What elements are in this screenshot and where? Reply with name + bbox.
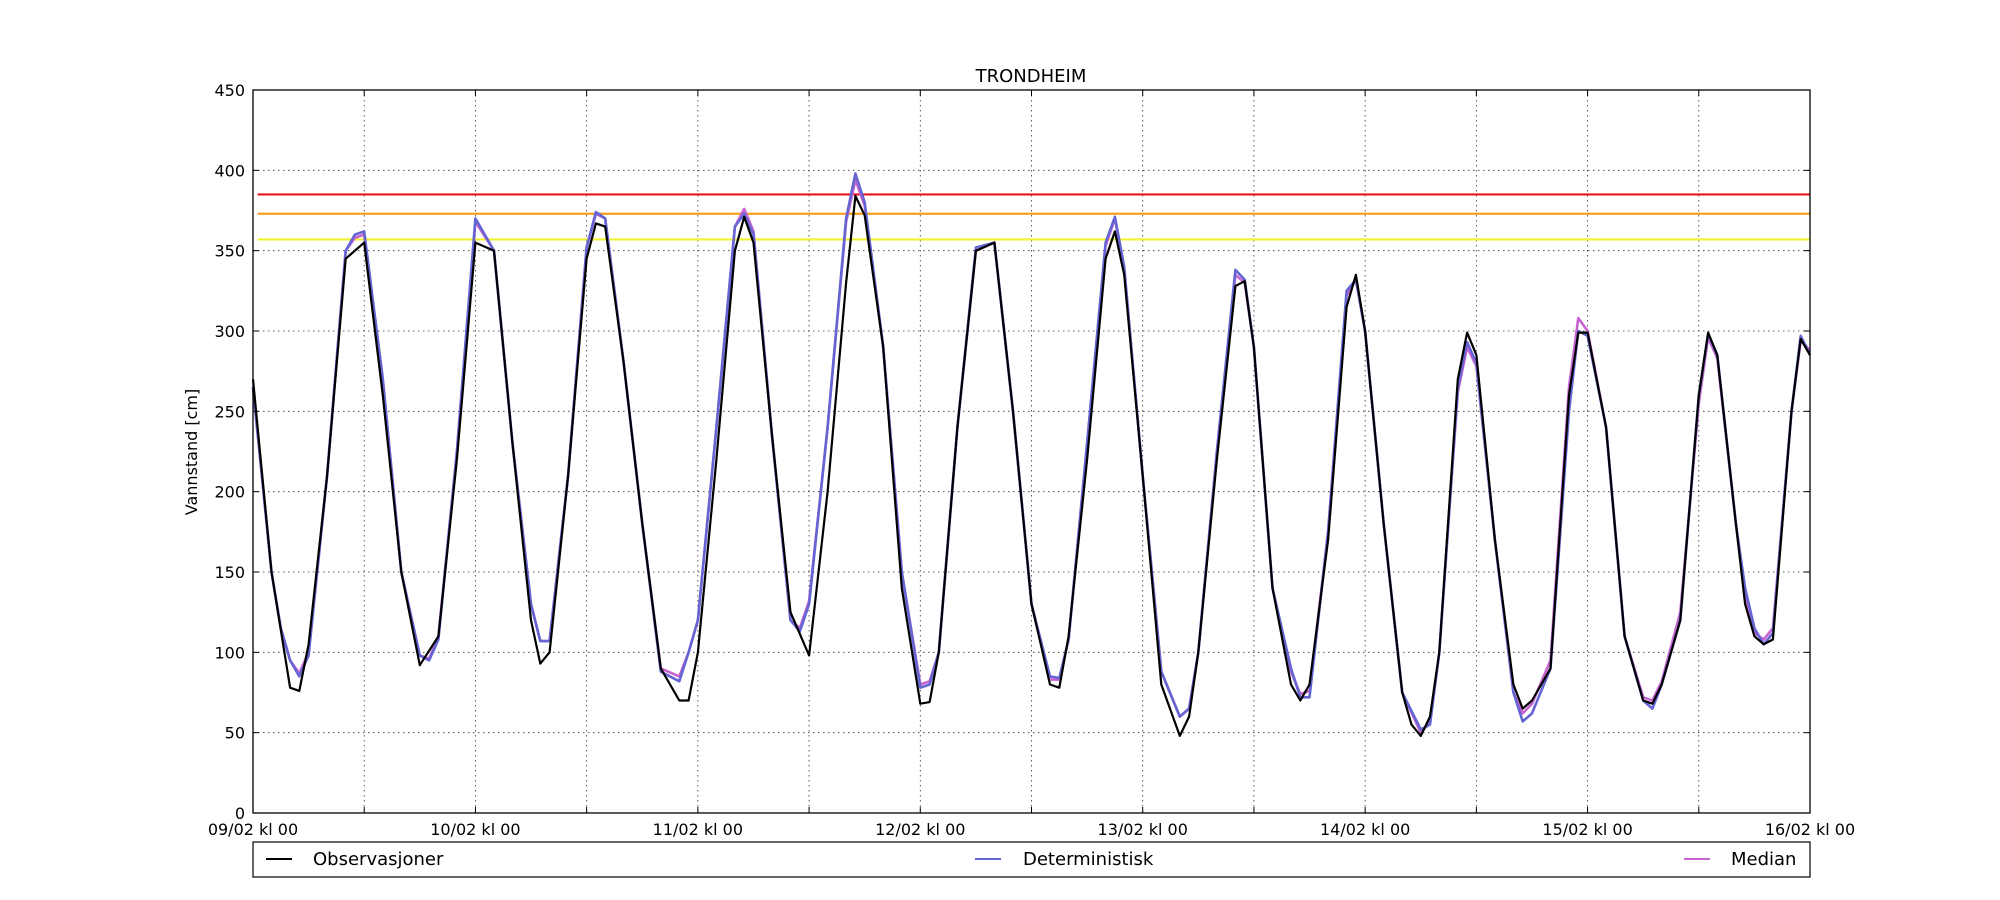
y-tick-label: 350	[214, 242, 245, 261]
legend-label-median: Median	[1731, 849, 1796, 870]
y-tick-label: 400	[214, 161, 245, 180]
x-tick-label: 13/02 kl 00	[1098, 820, 1188, 839]
y-tick-label: 300	[214, 322, 245, 341]
legend-label-observasjoner: Observasjoner	[313, 849, 444, 870]
y-tick-label: 250	[214, 402, 245, 421]
chart-title: TRONDHEIM	[975, 66, 1087, 87]
y-axis-label: Vannstand [cm]	[182, 389, 201, 515]
x-tick-label: 14/02 kl 00	[1320, 820, 1410, 839]
threshold-lines	[257, 193, 1810, 241]
x-tick-label: 10/02 kl 00	[430, 820, 520, 839]
x-tick-label: 12/02 kl 00	[875, 820, 965, 839]
legend-frame	[252, 841, 1811, 878]
x-tick-label: 11/02 kl 00	[653, 820, 743, 839]
x-tick-label: 16/02 kl 00	[1765, 820, 1855, 839]
y-tick-label: 150	[214, 563, 245, 582]
y-tick-label: 50	[225, 724, 245, 743]
y-tick-label: 450	[214, 81, 245, 100]
y-axis-ticks: 0 50 100 150 200 250 300 350 400 450	[214, 81, 1810, 823]
legend: Observasjoner Deterministisk Median	[252, 841, 1811, 878]
y-tick-label: 0	[235, 804, 245, 823]
series-line-observasjoner	[251, 194, 1811, 738]
series-lines	[251, 172, 1812, 738]
y-tick-label: 100	[214, 643, 245, 662]
y-tick-label: 200	[214, 483, 245, 502]
x-axis-ticks: 09/02 kl 00 10/02 kl 00 11/02 kl 00 12/02 k…	[208, 90, 1855, 839]
legend-label-deterministisk: Deterministisk	[1023, 849, 1154, 870]
x-tick-label: 15/02 kl 00	[1542, 820, 1632, 839]
x-tick-label: 09/02 kl 00	[208, 820, 298, 839]
grid-lines	[253, 90, 1810, 813]
